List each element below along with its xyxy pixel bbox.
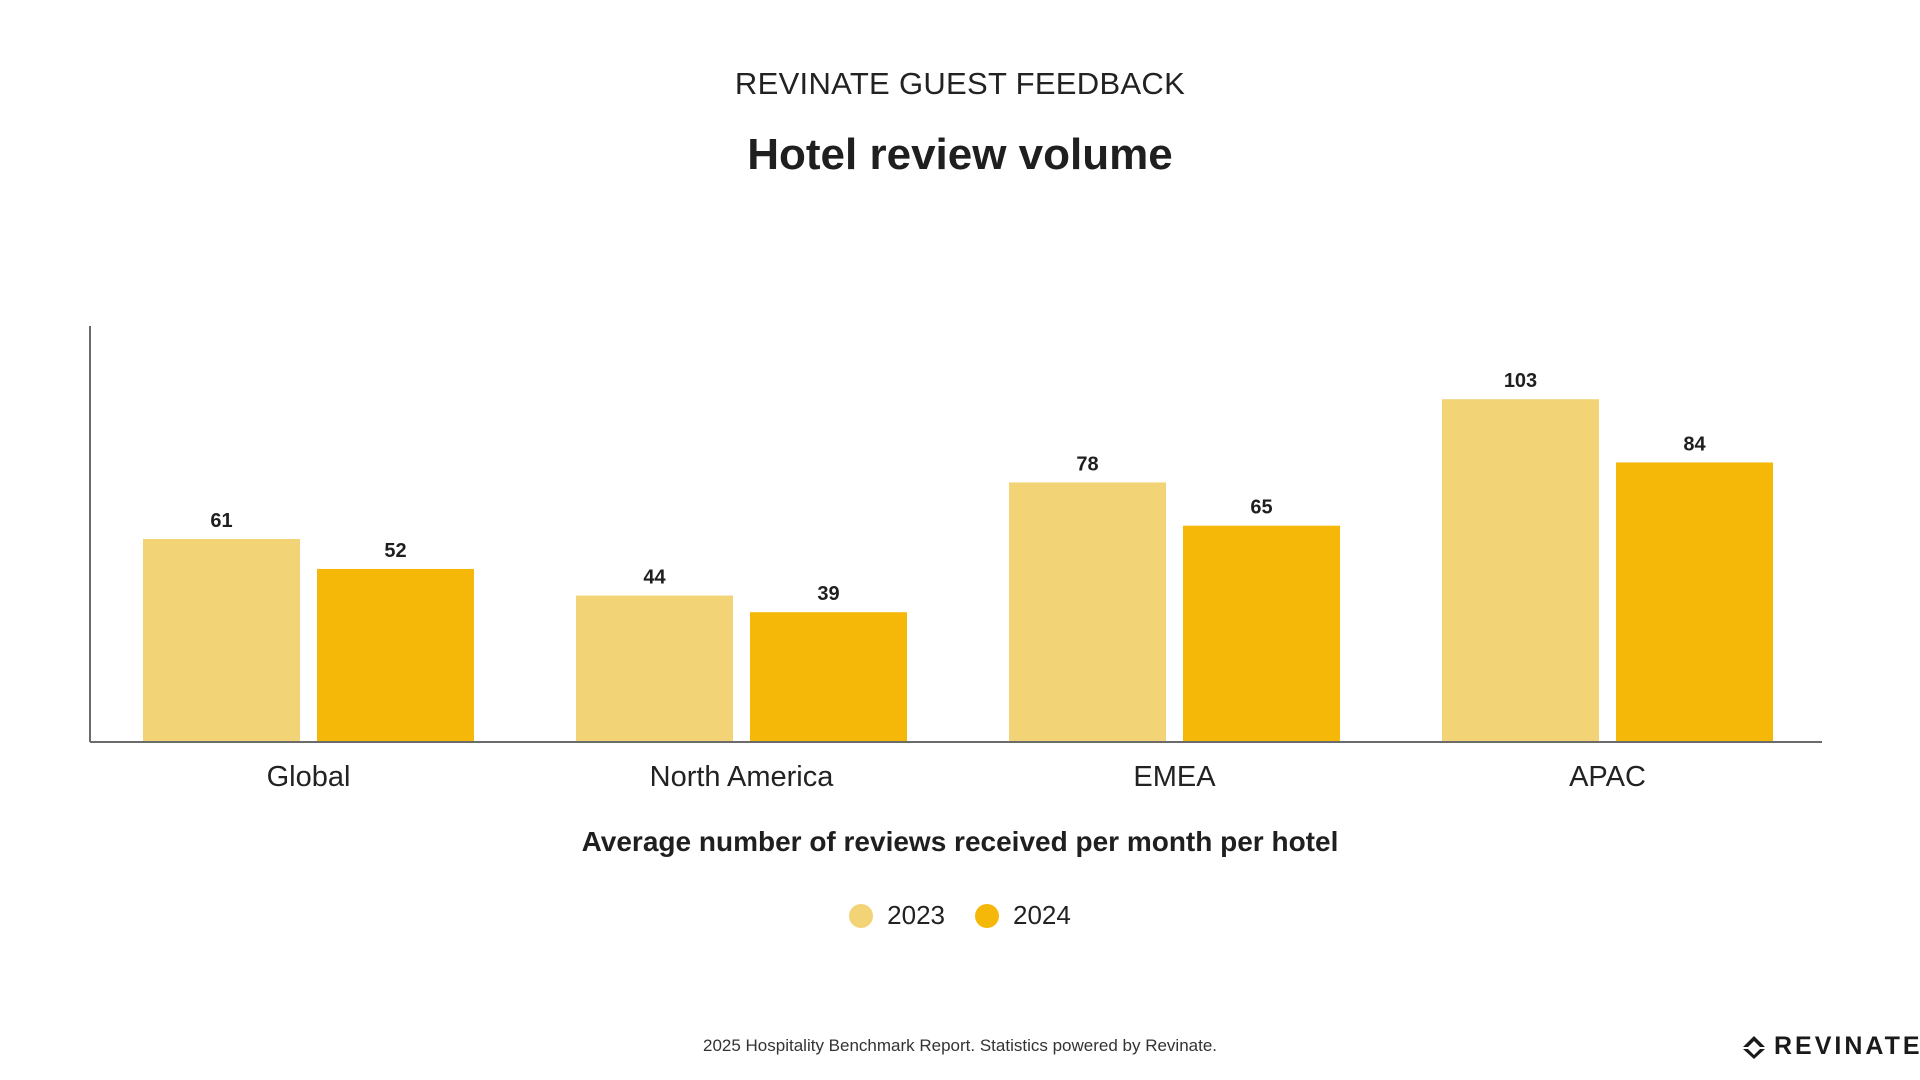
legend-label-2024: 2024 xyxy=(1013,900,1071,930)
revinate-logo: REVINATE xyxy=(1742,1032,1920,1061)
data-label: 84 xyxy=(1683,433,1706,455)
bar-2023-apac xyxy=(1442,399,1599,742)
legend-item-2023: 2023 xyxy=(849,900,945,931)
bar-2024-apac xyxy=(1616,462,1773,742)
chart-title: Hotel review volume xyxy=(747,130,1173,179)
legend: 2023 2024 xyxy=(0,900,1920,931)
data-label: 61 xyxy=(210,510,232,532)
data-label: 78 xyxy=(1076,453,1098,475)
data-label: 44 xyxy=(643,567,666,589)
data-label: 103 xyxy=(1504,370,1537,392)
bar-2024-global xyxy=(317,568,474,742)
x-tick-label: North America xyxy=(650,761,835,793)
bar-2024-emea xyxy=(1183,525,1340,742)
bar-chart: 61 52 Global 44 39 North America 78 65 EMEA 103 84… xyxy=(89,326,1822,793)
revinate-logo-icon xyxy=(1743,1035,1765,1059)
x-tick-label: APAC xyxy=(1569,761,1646,793)
bar-2023-north-america xyxy=(576,595,733,742)
bar-2023-emea xyxy=(1009,482,1166,742)
legend-item-2024: 2024 xyxy=(975,900,1071,931)
bar-2024-north-america xyxy=(750,612,907,742)
legend-label-2023: 2023 xyxy=(887,900,945,930)
bar-2023-global xyxy=(143,538,300,742)
footer-note: 2025 Hospitality Benchmark Report. Stati… xyxy=(702,1036,1218,1055)
data-label: 39 xyxy=(817,583,839,605)
legend-swatch-2023 xyxy=(849,903,874,928)
legend-swatch-2024 xyxy=(975,903,999,928)
report-eyebrow: REVINATE GUEST FEEDBACK xyxy=(734,66,1186,101)
x-tick-label: EMEA xyxy=(1133,761,1216,793)
x-axis-label: Average number of reviews received per m… xyxy=(581,826,1339,857)
data-label: 65 xyxy=(1250,497,1272,519)
x-tick-label: Global xyxy=(267,761,351,793)
revinate-logo-text: REVINATE xyxy=(1774,1032,1920,1060)
data-label: 52 xyxy=(384,540,406,562)
